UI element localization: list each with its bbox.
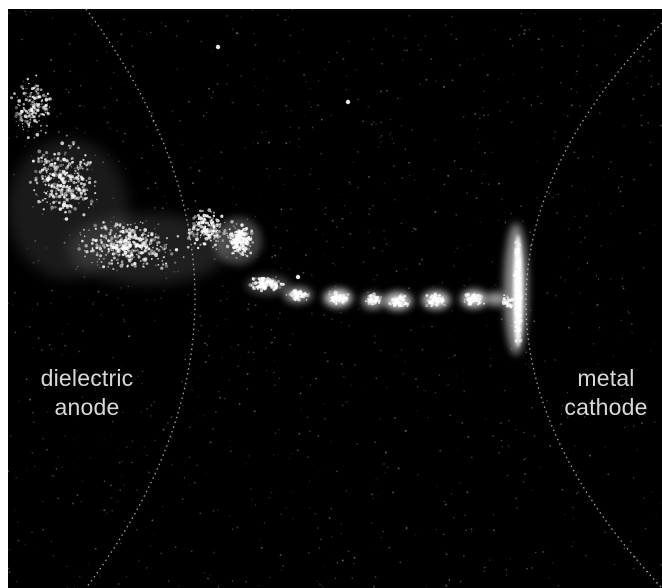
discharge-glow <box>8 139 290 295</box>
anode-boundary <box>85 9 196 588</box>
cathode-label: metal cathode <box>544 364 662 422</box>
anode-label-line2: anode <box>54 394 120 420</box>
cathode-label-line1: metal <box>577 365 635 391</box>
anode-label: dielectric anode <box>12 364 162 422</box>
discharge-photo: dielectric anode metal cathode <box>8 9 662 588</box>
discharge-scene <box>8 9 662 588</box>
anode-label-line1: dielectric <box>40 365 134 391</box>
cathode-boundary <box>525 22 662 588</box>
photon-speckles <box>8 9 662 588</box>
cathode-label-line2: cathode <box>564 394 648 420</box>
